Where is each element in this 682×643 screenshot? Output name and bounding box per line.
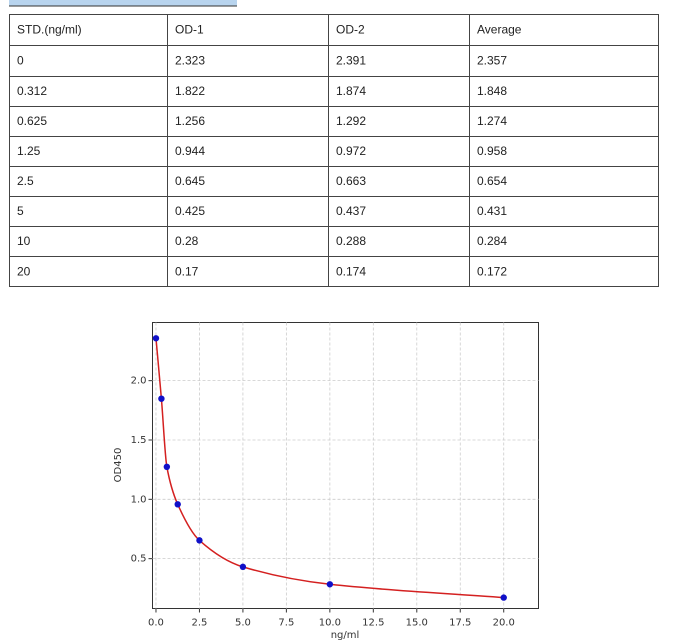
data-point xyxy=(158,395,165,402)
x-tick-label: 15.0 xyxy=(406,618,428,629)
table-cell: 10 xyxy=(17,234,31,248)
header-cell: OD-1 xyxy=(175,23,204,37)
table-cell: 0.654 xyxy=(477,174,507,188)
header-cell: OD-2 xyxy=(336,23,365,37)
y-tick-label: 0.5 xyxy=(131,554,147,565)
data-point xyxy=(326,581,334,588)
y-tick-label: 2.0 xyxy=(131,376,147,387)
table-cell: 0.312 xyxy=(17,84,47,98)
table-cell: 1.256 xyxy=(175,114,205,128)
table-cell: 1.292 xyxy=(336,114,366,128)
table-cell: 0.28 xyxy=(175,234,199,248)
table-cell: 5 xyxy=(17,204,24,218)
x-tick-label: 10.0 xyxy=(319,618,341,629)
table-cell: 2.323 xyxy=(175,54,205,68)
table-cell: 0.17 xyxy=(175,265,199,279)
table-cell: 0.431 xyxy=(477,204,507,218)
x-tick-label: 17.5 xyxy=(449,618,471,629)
table-cell: 0.172 xyxy=(477,265,507,279)
data-point xyxy=(174,501,181,508)
table-cell: 0.437 xyxy=(336,204,366,218)
data-point xyxy=(152,335,160,342)
x-tick-label: 5.0 xyxy=(235,618,251,629)
table-cell: 0.288 xyxy=(336,234,366,248)
y-tick-label: 1.0 xyxy=(131,494,147,505)
table-cell: 1.874 xyxy=(336,84,366,98)
table-cell: 0.645 xyxy=(175,174,205,188)
data-point xyxy=(239,563,247,571)
table-cell: 1.848 xyxy=(477,84,507,98)
header-cell: STD.(ng/ml) xyxy=(17,23,82,37)
table-cell: 2.5 xyxy=(17,174,34,188)
table-cell: 1.25 xyxy=(17,144,41,158)
x-tick-label: 2.5 xyxy=(191,618,207,629)
y-tick-label: 1.5 xyxy=(131,435,147,446)
table-cell: 0.284 xyxy=(477,234,507,248)
table-cell: 0.174 xyxy=(336,265,366,279)
data-point xyxy=(500,594,507,601)
table-border xyxy=(9,14,659,287)
x-tick-label: 0.0 xyxy=(148,618,164,629)
table-cell: 0 xyxy=(17,54,24,68)
table-cell: 0.958 xyxy=(477,144,507,158)
y-axis-label: OD450 xyxy=(113,448,124,483)
table-cell: 0.625 xyxy=(17,114,47,128)
table-cell: 0.972 xyxy=(336,144,366,158)
table-cell: 2.391 xyxy=(336,54,366,68)
table-cell: 2.357 xyxy=(477,54,507,68)
table-cell: 20 xyxy=(17,265,31,279)
plot-frame xyxy=(152,322,539,609)
x-axis-label: ng/ml xyxy=(331,630,360,641)
header-cell: Average xyxy=(477,23,522,37)
cut-caption-highlight xyxy=(9,0,237,6)
x-tick-label: 7.5 xyxy=(278,618,294,629)
data-point xyxy=(196,537,203,544)
table-cell: 0.425 xyxy=(175,204,205,218)
x-tick-label: 12.5 xyxy=(362,618,384,629)
table-cell: 1.822 xyxy=(175,84,205,98)
x-tick-label: 20.0 xyxy=(493,618,515,629)
table-cell: 0.663 xyxy=(336,174,366,188)
data-point xyxy=(163,463,171,471)
table-cell: 0.944 xyxy=(175,144,205,158)
table-cell: 1.274 xyxy=(477,114,507,128)
